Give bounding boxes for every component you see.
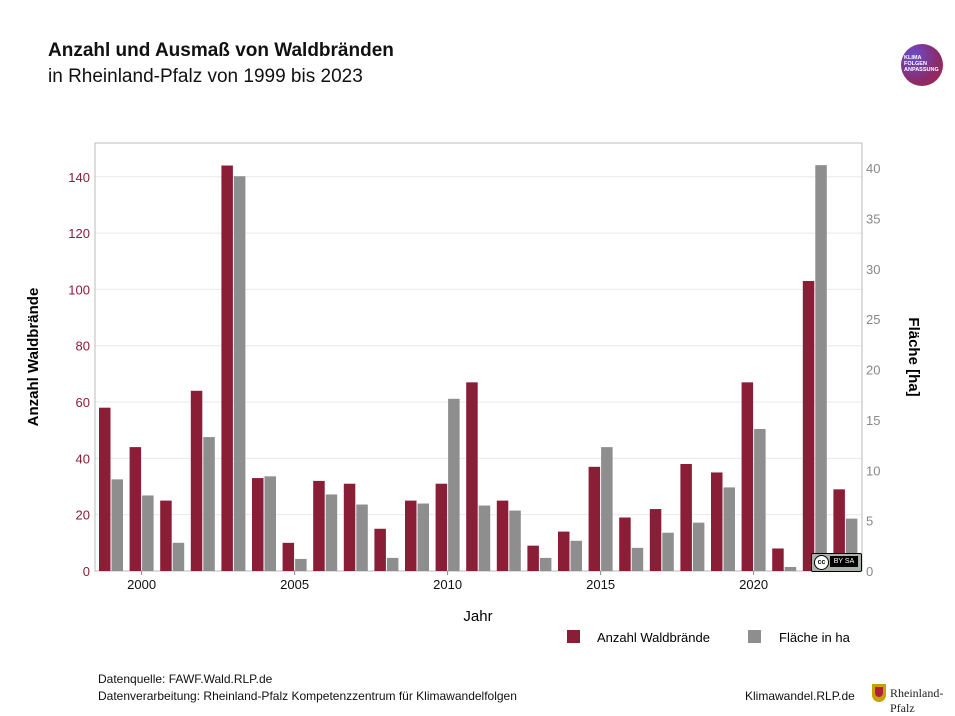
bar-flaeche [631, 547, 644, 571]
bar-flaeche [601, 447, 613, 571]
bar-anzahl [374, 528, 386, 571]
y2-tick-label: 25 [866, 312, 880, 327]
bar-flaeche [845, 518, 858, 571]
bar-anzahl [435, 483, 448, 571]
y2-tick-label: 15 [866, 413, 880, 428]
bar-flaeche [295, 558, 307, 571]
plot-frame [94, 142, 863, 572]
x-tick-label: 2005 [280, 577, 309, 592]
legend-label-flaeche: Fläche in ha [779, 630, 851, 645]
bar-flaeche [662, 532, 674, 571]
y2-tick-label: 20 [866, 363, 880, 378]
bar-flaeche [539, 557, 552, 571]
footer-processing: Datenverarbeitung: Rheinland-Pfalz Kompe… [98, 689, 517, 703]
bar-flaeche [142, 495, 154, 571]
bar-anzahl [711, 472, 723, 571]
bar-anzahl [741, 382, 754, 571]
y2-tick-label: 5 [866, 514, 873, 529]
bar-anzahl [252, 478, 264, 571]
bar-anzahl [190, 390, 203, 571]
bar-flaeche [692, 522, 705, 571]
y-tick-label: 0 [83, 564, 90, 579]
bar-flaeche [325, 494, 338, 571]
bar-anzahl [588, 466, 601, 571]
bar-anzahl [221, 165, 233, 572]
bar-flaeche [509, 510, 521, 571]
x-tick-label: 2010 [433, 577, 462, 592]
bar-flaeche [754, 429, 766, 571]
y-axis-label: Anzahl Waldbrände [25, 288, 42, 427]
bar-flaeche [784, 566, 797, 571]
y-tick-label: 80 [76, 339, 90, 354]
footer-website[interactable]: Klimawandel.RLP.de [745, 689, 855, 703]
chart-subtitle: in Rheinland-Pfalz von 1999 bis 2023 [48, 66, 363, 87]
chart-title: Anzahl und Ausmaß von Waldbränden [48, 40, 394, 61]
klimafolgen-logo-text: KLIMA FOLGEN ANPASSUNG [904, 55, 939, 73]
bar-anzahl [466, 382, 478, 571]
bar-group [99, 165, 858, 572]
bar-anzahl [343, 483, 356, 571]
x-tick-label: 2020 [739, 577, 768, 592]
rlp-crest-icon [872, 684, 886, 702]
bar-flaeche [570, 540, 582, 571]
rlp-logo: Rheinland-Pfalz [872, 684, 947, 715]
cc-license-badge[interactable]: cc BY SA [811, 553, 862, 572]
legend-swatch-flaeche [748, 630, 761, 643]
y-tick-label: 120 [68, 226, 90, 241]
legend: Anzahl Waldbrände Fläche in ha [567, 630, 851, 645]
bar-flaeche [111, 479, 123, 571]
bar-anzahl [160, 500, 172, 571]
bar-anzahl [313, 480, 325, 571]
bar-anzahl [405, 500, 417, 571]
bar-flaeche [815, 165, 827, 572]
y2-tick-label: 40 [866, 161, 880, 176]
bar-flaeche [203, 437, 215, 571]
bar-anzahl [99, 407, 111, 571]
bar-flaeche [448, 398, 460, 571]
y2-tick-label: 30 [866, 262, 880, 277]
bar-anzahl [649, 509, 662, 571]
bar-anzahl [833, 489, 845, 571]
y-tick-label: 140 [68, 170, 90, 185]
by-sa-icon: BY SA [830, 556, 858, 567]
bar-flaeche [172, 542, 185, 571]
footer-source: Datenquelle: FAWF.Wald.RLP.de [98, 672, 273, 686]
y2-tick-label: 10 [866, 463, 880, 478]
x-tick-label: 2000 [127, 577, 156, 592]
bar-flaeche [386, 557, 399, 571]
bar-anzahl [772, 548, 784, 571]
x-axis-label: Jahr [463, 608, 492, 625]
bar-flaeche [723, 487, 735, 571]
y-tick-label: 60 [76, 395, 90, 410]
bar-anzahl [527, 545, 539, 571]
legend-label-anzahl: Anzahl Waldbrände [597, 630, 710, 645]
y-tick-label: 20 [76, 508, 90, 523]
bar-anzahl [558, 531, 570, 571]
legend-swatch-anzahl [567, 630, 580, 643]
bar-flaeche [233, 176, 246, 571]
klimafolgen-logo: KLIMA FOLGEN ANPASSUNG [901, 44, 943, 86]
bar-anzahl [680, 464, 692, 571]
y-tick-label: 40 [76, 451, 90, 466]
x-tick-label: 2015 [586, 577, 615, 592]
bar-anzahl [619, 517, 631, 571]
bar-flaeche [264, 476, 276, 571]
bar-flaeche [478, 505, 491, 571]
y-tick-label: 100 [68, 282, 90, 297]
bar-anzahl [282, 542, 295, 571]
axes-group: 0 20 40 60 80 100 120 140 0 5 10 15 20 25 30 35 40 2000 20… [68, 161, 880, 592]
y2-tick-label: 35 [866, 212, 880, 227]
cc-icon: cc [814, 555, 829, 570]
rlp-logo-text: Rheinland-Pfalz [890, 686, 944, 715]
y2-axis-label: Fläche [ha] [905, 317, 922, 396]
bar-anzahl [129, 447, 142, 571]
bar-flaeche [417, 503, 429, 571]
bar-anzahl [496, 500, 509, 571]
bar-flaeche [356, 504, 368, 571]
y2-tick-label: 0 [866, 564, 873, 579]
bar-anzahl [802, 280, 815, 571]
